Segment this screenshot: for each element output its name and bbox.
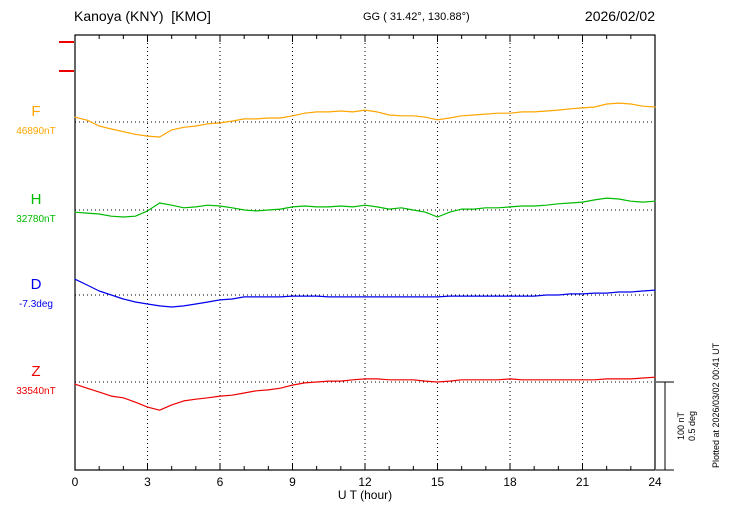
component-label-Z: Z 33540nT <box>0 362 72 397</box>
trace-D <box>74 278 656 308</box>
trace-F <box>74 102 656 138</box>
x-tick-label-3: 3 <box>144 475 151 489</box>
x-tick-label-24: 24 <box>648 475 662 489</box>
x-tick-label-18: 18 <box>503 475 517 489</box>
x-axis-label: U T (hour) <box>337 488 393 502</box>
component-letter-F: F <box>31 103 41 120</box>
component-letter-H: H <box>30 191 42 208</box>
trace-Z <box>74 376 656 411</box>
component-baseline-value-D: -7.3deg <box>19 299 53 310</box>
observation-date: 2026/02/02 <box>584 8 655 24</box>
component-baseline-value-H: 32780nT <box>16 214 56 225</box>
component-label-F: F 46890nT <box>0 102 72 137</box>
x-tick-label-0: 0 <box>72 475 79 489</box>
component-label-D: D -7.3deg <box>0 275 72 310</box>
component-baseline-value-F: 46890nT <box>16 126 56 137</box>
component-baseline-value-Z: 33540nT <box>16 386 56 397</box>
component-label-H: H 32780nT <box>0 190 72 225</box>
trace-H <box>74 197 656 218</box>
x-tick-label-12: 12 <box>358 475 372 489</box>
scale-bar-label-nt: 100 nT <box>676 411 686 440</box>
component-letter-D: D <box>30 276 42 293</box>
plot-frame <box>74 34 656 471</box>
station-title: Kanoya (KNY) [KMO] <box>74 8 211 24</box>
component-letter-Z: Z <box>31 363 41 380</box>
geographic-coordinates: GG ( 31.42°, 130.88°) <box>363 11 470 23</box>
scale-bar-label-deg: 0.5 deg <box>687 411 697 441</box>
x-tick-label-15: 15 <box>431 475 445 489</box>
x-tick-label-21: 21 <box>576 475 590 489</box>
plotted-at-note: Plotted at 2026/03/02 00:41 UT <box>711 342 721 468</box>
x-tick-label-6: 6 <box>217 475 224 489</box>
x-tick-label-9: 9 <box>289 475 296 489</box>
